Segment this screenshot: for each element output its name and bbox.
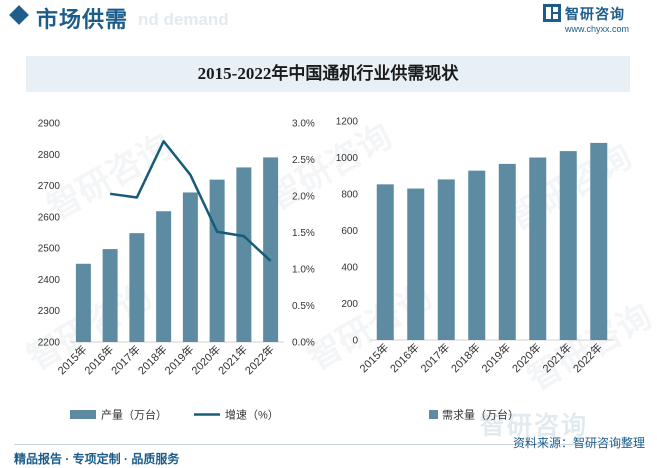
- chart1-category-label: 2016年: [81, 342, 116, 377]
- demand-axis-tick-label: 600: [341, 226, 358, 237]
- right-axis-tick-label: 3.0%: [292, 119, 315, 130]
- chart1-category-label: 2018年: [135, 342, 170, 377]
- brand-name: 智研咨询: [565, 6, 625, 22]
- production-bar: [129, 233, 145, 342]
- page-title: 市场供需: [36, 7, 129, 32]
- legend-demand-label: 需求量（万台）: [442, 408, 519, 422]
- right-axis-tick-label: 2.0%: [292, 192, 315, 203]
- demand-bar: [376, 184, 394, 340]
- right-axis-tick-label: 1.5%: [292, 228, 315, 239]
- chart1-category-label: 2021年: [215, 342, 250, 377]
- left-axis-tick-label: 2700: [38, 181, 61, 192]
- chart1-category-label: 2020年: [188, 342, 223, 377]
- chart-title: 2015-2022年中国通机行业供需现状: [197, 64, 459, 83]
- right-axis-tick-label: 2.5%: [292, 155, 315, 166]
- footer-source: 资料来源：智研咨询整理: [512, 436, 645, 450]
- demand-axis-tick-label: 1200: [336, 117, 359, 128]
- chart2-category-label: 2022年: [570, 340, 605, 375]
- production-bar: [209, 179, 225, 342]
- legend-demand-swatch: [429, 410, 438, 419]
- zhiyan-logo-icon: [543, 4, 561, 22]
- left-axis-tick-label: 2200: [38, 338, 61, 349]
- demand-axis-tick-label: 400: [341, 263, 358, 274]
- demand-axis-tick-label: 0: [352, 336, 358, 347]
- demand-axis-tick-label: 800: [341, 190, 358, 201]
- brand-block: 智研咨询 www.chyxx.com: [543, 4, 643, 38]
- production-bar: [156, 211, 172, 342]
- left-axis-tick-label: 2500: [38, 244, 61, 255]
- right-axis-tick-label: 0.5%: [292, 301, 315, 312]
- production-bar: [75, 263, 91, 342]
- legend-growth-label: 增速（%）: [225, 408, 279, 422]
- right-axis-tick-label: 1.0%: [292, 265, 315, 276]
- chart1-category-label: 2017年: [108, 342, 143, 377]
- production-bar: [182, 192, 198, 342]
- growth-rate-line: [109, 140, 272, 262]
- header-ghost-text: nd demand: [138, 10, 229, 29]
- production-bar: [263, 157, 279, 342]
- chart2-category-label: 2021年: [539, 340, 574, 375]
- demand-bar: [559, 151, 577, 340]
- chart2-category-label: 2017年: [417, 340, 452, 375]
- left-axis-tick-label: 2600: [38, 212, 61, 223]
- right-axis-tick-label: 0.0%: [292, 338, 315, 349]
- demand-bar: [468, 170, 486, 340]
- legend-production-swatch: [70, 410, 96, 419]
- production-bar: [102, 249, 118, 342]
- left-axis-tick-label: 2900: [38, 119, 61, 130]
- demand-bar: [529, 157, 547, 340]
- page-header: 市场供需 nd demand: [0, 0, 657, 34]
- brand-url: www.chyxx.com: [565, 24, 630, 34]
- demand-bar: [590, 142, 608, 340]
- demand-bar: [498, 163, 516, 340]
- demand-axis-tick-label: 200: [341, 299, 358, 310]
- chart2-category-label: 2015年: [356, 340, 391, 375]
- chart2-category-label: 2020年: [509, 340, 544, 375]
- left-axis-tick-label: 2400: [38, 275, 61, 286]
- footer-slogan: 精品报告 · 专项定制 · 品质服务: [14, 452, 180, 466]
- left-axis-tick-label: 2300: [38, 306, 61, 317]
- chart2-category-label: 2019年: [478, 340, 513, 375]
- chart1-category-label: 2019年: [162, 342, 197, 377]
- footer-brand-ghost: 智研咨询: [480, 412, 589, 440]
- production-bar: [236, 167, 252, 342]
- legend-production-label: 产量（万台）: [101, 408, 167, 422]
- chart2-category-label: 2018年: [448, 340, 483, 375]
- demand-bar: [437, 179, 455, 340]
- chart1-category-label: 2022年: [242, 342, 277, 377]
- chart2-category-label: 2016年: [387, 340, 422, 375]
- chart-title-band: 2015-2022年中国通机行业供需现状: [26, 56, 630, 92]
- footer-divider: [14, 444, 644, 445]
- left-axis-tick-label: 2800: [38, 150, 61, 161]
- demand-axis-tick-label: 1000: [336, 153, 359, 164]
- demand-bar: [407, 188, 425, 340]
